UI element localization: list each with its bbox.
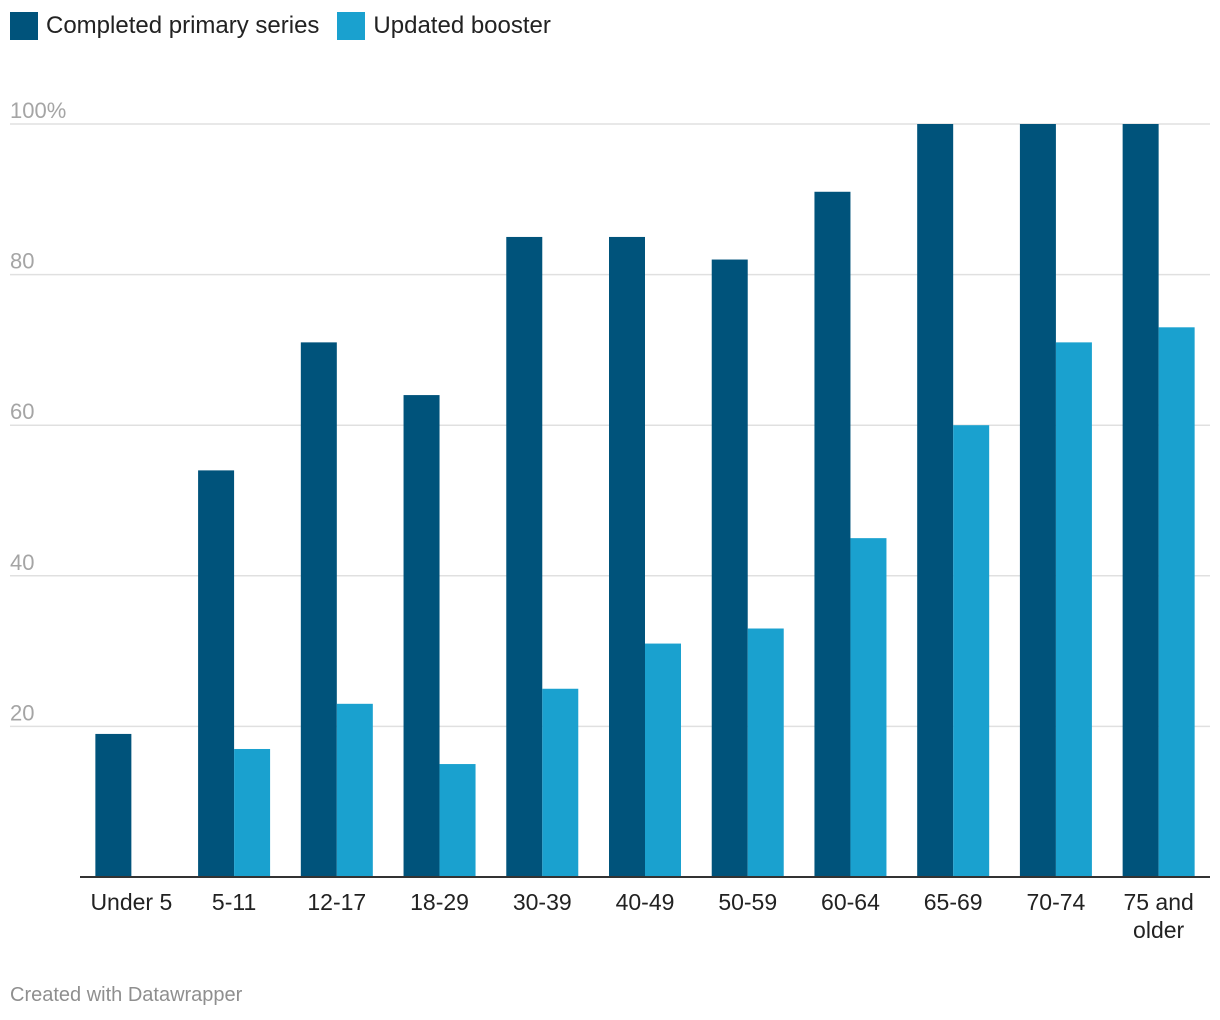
y-tick-label: 60 xyxy=(10,399,34,424)
x-tick-label: 50-59 xyxy=(718,889,777,915)
bar-completed-9 xyxy=(1019,124,1056,877)
bar-booster-1 xyxy=(234,748,271,877)
x-tick-label: 5-11 xyxy=(212,889,256,915)
bar-booster-6 xyxy=(747,628,784,877)
legend-label-completed: Completed primary series xyxy=(46,12,320,39)
x-tick-label: Under 5 xyxy=(90,889,172,915)
y-axis-ticks: 20 40 60 80 100% xyxy=(10,98,66,725)
bar-completed-0 xyxy=(95,733,132,877)
bar-booster-4 xyxy=(542,688,579,877)
y-tick-label: 40 xyxy=(10,550,34,575)
y-tick-label: 20 xyxy=(10,700,34,725)
bar-booster-7 xyxy=(850,538,887,877)
legend-label-booster: Updated booster xyxy=(373,12,551,39)
legend-swatch-booster xyxy=(337,12,366,40)
x-tick-label: 12-17 xyxy=(307,889,366,915)
bar-booster-10 xyxy=(1158,327,1195,877)
bar-booster-9 xyxy=(1055,342,1092,877)
bar-completed-4 xyxy=(506,236,543,877)
bar-completed-10 xyxy=(1122,124,1159,877)
y-tick-label: 100% xyxy=(10,98,66,123)
x-tick-label: 18-29 xyxy=(410,889,469,915)
chart-legend: Completed primary series Updated booster xyxy=(10,12,551,40)
bar-booster-2 xyxy=(336,703,373,877)
bar-completed-2 xyxy=(300,342,337,877)
bar-completed-6 xyxy=(711,259,748,877)
footer-credit: Created with Datawrapper xyxy=(10,984,243,1006)
bar-completed-7 xyxy=(814,191,851,877)
bar-completed-5 xyxy=(609,236,645,877)
x-tick-label: 70-74 xyxy=(1026,889,1085,915)
x-tick-label: 75 and older xyxy=(1123,889,1193,943)
x-tick-label: 40-49 xyxy=(616,889,675,915)
bar-booster-8 xyxy=(953,425,990,877)
bar-booster-5 xyxy=(645,643,681,877)
legend-swatch-completed xyxy=(10,12,38,40)
bar-booster-3 xyxy=(439,764,476,877)
bars xyxy=(95,124,1195,877)
y-tick-label: 80 xyxy=(10,249,34,274)
bar-completed-8 xyxy=(917,124,954,877)
legend-item-updated-booster: Updated booster xyxy=(337,12,551,40)
x-tick-label: 30-39 xyxy=(513,889,572,915)
x-tick-label: 60-64 xyxy=(821,889,880,915)
x-axis-ticks: Under 5 5-11 12-17 18-29 30-39 40-49 50-59 60-6… xyxy=(90,889,1193,943)
bar-completed-3 xyxy=(403,395,440,877)
x-tick-label: 65-69 xyxy=(924,889,983,915)
bar-completed-1 xyxy=(198,470,235,877)
legend-item-completed-primary-series: Completed primary series xyxy=(10,12,319,40)
